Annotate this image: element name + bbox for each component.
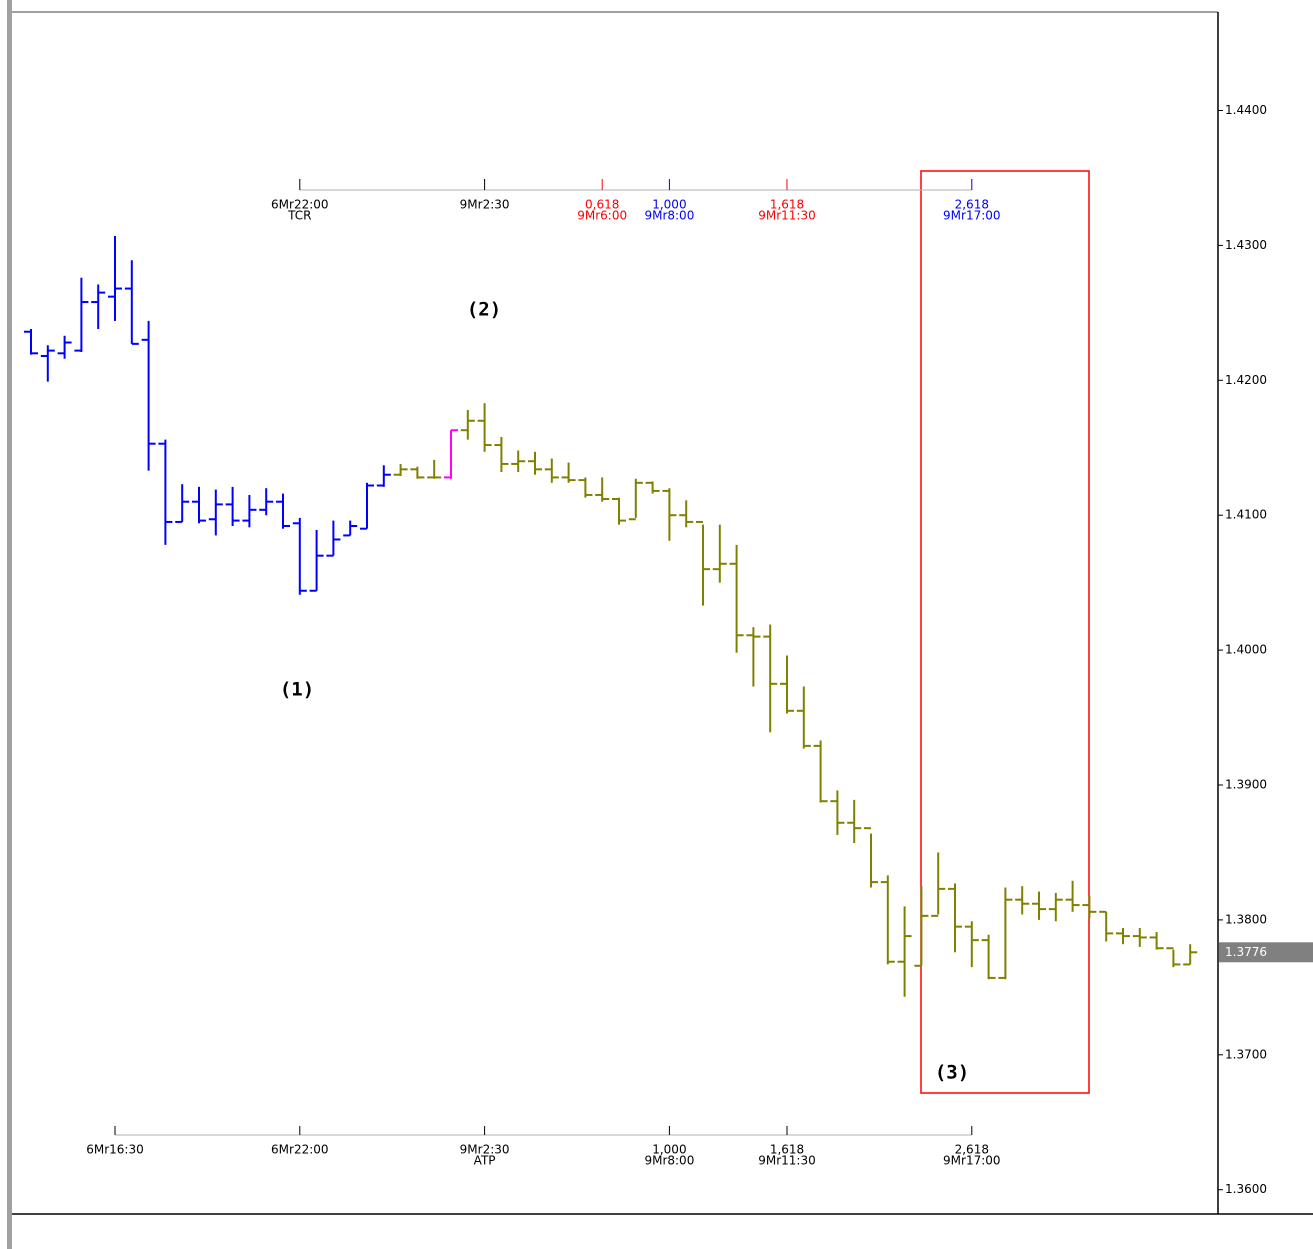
y-tick-label: 1.4200 (1225, 373, 1267, 387)
projection-label: 1,000 (652, 198, 686, 212)
projection-label: 1,000 (652, 1143, 686, 1157)
projection-label: 2,618 (955, 1143, 989, 1157)
y-tick-label: 1.3800 (1225, 912, 1267, 926)
projection-label: TCR (287, 209, 311, 223)
annotation: (2) (467, 299, 501, 321)
y-tick-label: 1.4300 (1225, 238, 1267, 252)
projection-label: 9Mr8:00 (644, 209, 694, 223)
projection-label: 2,618 (955, 198, 989, 212)
last-price-box (1219, 942, 1313, 963)
last-price-label: 1.3776 (1225, 945, 1267, 959)
projection-label: 9Mr11:30 (758, 209, 816, 223)
y-tick-label: 1.3700 (1225, 1047, 1267, 1061)
y-tick-label: 1.4400 (1225, 103, 1267, 117)
projection-label: 1,618 (770, 1143, 804, 1157)
projection-label: 9Mr17:00 (943, 209, 1001, 223)
y-tick-label: 1.3900 (1225, 778, 1267, 792)
projection-label: 1,618 (770, 198, 804, 212)
annotation: (3) (935, 1062, 969, 1084)
projection-label: 9Mr8:00 (644, 1154, 694, 1168)
projection-label: 9Mr6:00 (577, 209, 627, 223)
projection-label: 6Mr22:00 (271, 198, 329, 212)
projection-label: 9Mr17:00 (943, 1154, 1001, 1168)
y-tick-label: 1.4000 (1225, 643, 1267, 657)
projection-label: 6Mr16:30 (86, 1143, 144, 1157)
projection-label: 9Mr2:30 (460, 198, 510, 212)
annotation: (1) (280, 679, 314, 701)
projection-label: 9Mr2:30 (460, 1143, 510, 1157)
highlight-box (920, 170, 1090, 1094)
y-tick-label: 1.4100 (1225, 508, 1267, 522)
projection-label: 0,618 (585, 198, 619, 212)
y-tick-label: 1.3600 (1225, 1182, 1267, 1196)
left-border (7, 0, 12, 1249)
projection-label: 6Mr22:00 (271, 1143, 329, 1157)
projection-label: ATP (474, 1154, 496, 1168)
projection-label: 9Mr11:30 (758, 1154, 816, 1168)
